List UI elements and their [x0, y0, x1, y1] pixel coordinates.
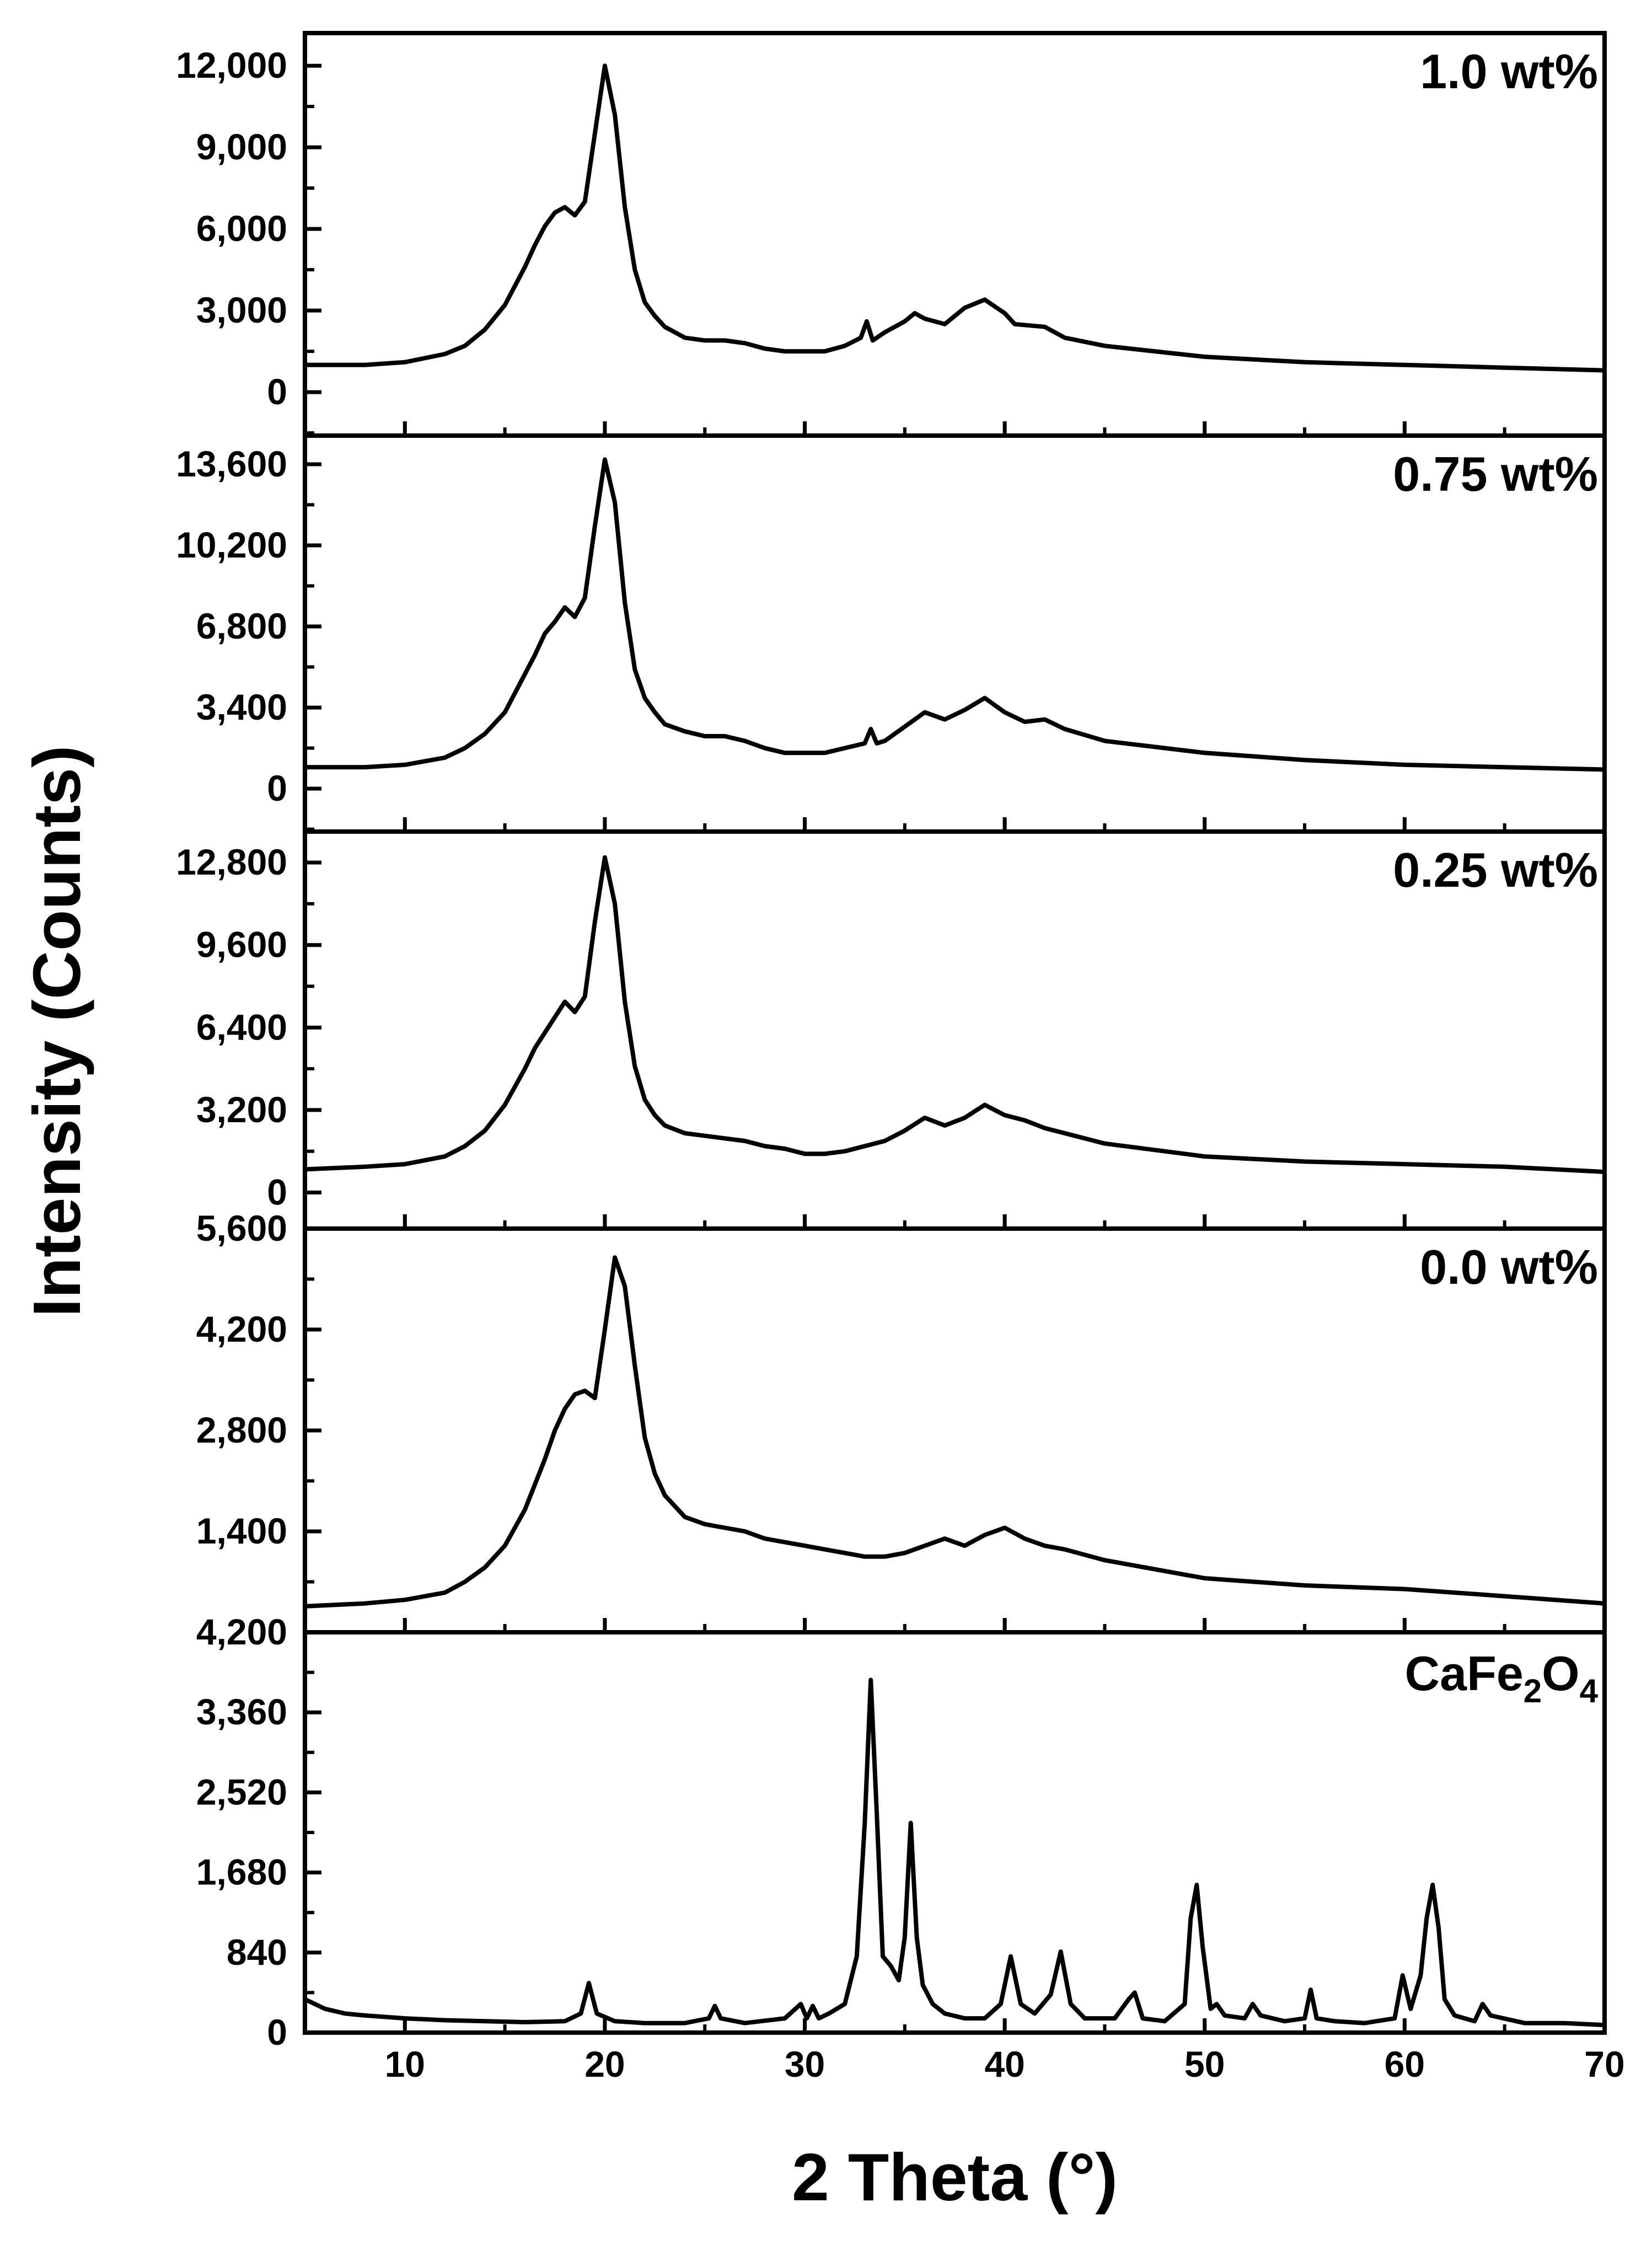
- panel-1-ytick-label: 0: [267, 768, 287, 808]
- xtick-label: 60: [1385, 2044, 1425, 2084]
- panel-1-trace: [305, 457, 1605, 772]
- panel-2-ytick-label: 6,400: [196, 1006, 287, 1047]
- panel-4-trace: [304, 1677, 1605, 2028]
- panel-4-ytick-label: 2,520: [196, 1771, 287, 1812]
- panel-2-ytick-label: 12,800: [176, 842, 287, 882]
- panel-0-ytick-label: 9,000: [196, 126, 287, 167]
- panel-2-ytick-label: 9,600: [196, 924, 287, 965]
- panel-0-ytick-label: 12,000: [176, 45, 287, 85]
- panel-3-ytick-label: 1,400: [196, 1510, 287, 1551]
- panel-3-ytick-label: 2,800: [196, 1409, 287, 1450]
- xtick-label: 30: [785, 2044, 825, 2084]
- panel-4-label-label_sub2: 4: [1580, 1673, 1599, 1709]
- panel-1-ytick-label: 10,200: [176, 524, 287, 565]
- xtick-label: 20: [584, 2044, 625, 2084]
- panel-4-label-label_sub1: 2: [1524, 1673, 1542, 1709]
- panel-3-label: 0.0 wt%: [1420, 1240, 1598, 1294]
- x-axis-title: 2 Theta (°): [792, 2140, 1118, 2215]
- panel-0-frame: [303, 31, 1607, 438]
- panel-4-label-label: CaFe: [1405, 1646, 1524, 1701]
- panel-1-ytick-label: 13,600: [176, 443, 287, 484]
- panel-2-trace: [304, 855, 1605, 1175]
- xtick-label: 70: [1584, 2044, 1624, 2084]
- panel-4-ytick-label: 1,680: [196, 1852, 287, 1893]
- panel-0-label: 1.0 wt%: [1420, 44, 1598, 99]
- panel-1-ytick-label: 6,800: [196, 605, 287, 646]
- panel-4-ytick-label: 3,360: [196, 1691, 287, 1732]
- xtick-label: 10: [385, 2044, 425, 2084]
- panel-2-ytick-label: 3,200: [196, 1089, 287, 1130]
- xtick-label: 40: [984, 2044, 1025, 2084]
- panel-0-trace: [305, 63, 1605, 373]
- panel-3-frame: [303, 1226, 1607, 1634]
- panel-3-ytick-label: 5,600: [196, 1208, 287, 1248]
- panel-3-ytick-label: 4,200: [196, 1309, 287, 1349]
- panel-4-label-label_mid: O: [1542, 1646, 1579, 1701]
- panel-2-label: 0.25 wt%: [1393, 843, 1598, 897]
- xtick-label: 50: [1184, 2044, 1225, 2084]
- panel-0-ytick-label: 3,000: [196, 290, 287, 330]
- panel-0-ytick-label: 0: [267, 371, 287, 412]
- panel-4-ytick-label: 4,200: [196, 1611, 287, 1652]
- panel-2-ytick-label: 0: [267, 1172, 287, 1213]
- panel-1-label: 0.75 wt%: [1393, 447, 1598, 501]
- y-axis-title: Intensity (Counts): [19, 746, 94, 1317]
- panel-0-ytick-label: 6,000: [196, 208, 287, 249]
- panel-3-trace: [304, 1255, 1605, 1609]
- panel-4-ytick-label: 840: [227, 1932, 287, 1973]
- panel-4-ytick-label: 0: [267, 2012, 287, 2052]
- panel-1-ytick-label: 3,400: [196, 687, 287, 727]
- panel-4-label: CaFe2O4: [1405, 1646, 1599, 1709]
